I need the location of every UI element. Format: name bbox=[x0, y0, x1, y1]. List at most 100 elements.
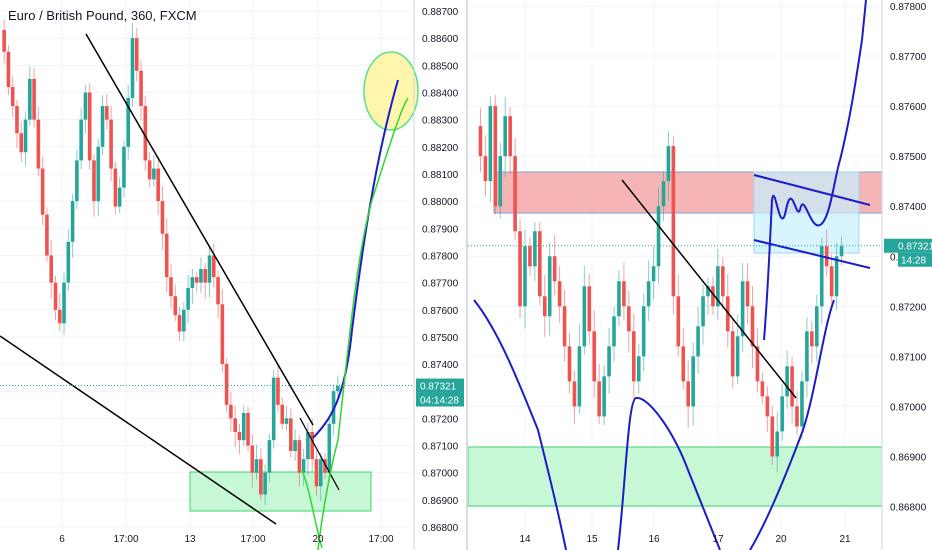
y-tick-label: 0.87200 bbox=[890, 302, 927, 313]
candle-body bbox=[220, 304, 225, 365]
candle-body bbox=[577, 346, 582, 407]
candle-body bbox=[177, 315, 182, 332]
candle-body bbox=[284, 418, 289, 424]
pane-divider[interactable] bbox=[466, 0, 468, 550]
y-tick-label: 0.88600 bbox=[422, 34, 459, 45]
grid bbox=[0, 0, 412, 528]
candle-body bbox=[156, 168, 160, 202]
candle-body bbox=[582, 286, 587, 347]
candle-body bbox=[602, 376, 606, 417]
candle-body bbox=[314, 459, 319, 487]
candle-body bbox=[327, 423, 332, 473]
candle-body bbox=[28, 78, 32, 120]
countdown-label-bg bbox=[416, 392, 464, 407]
candle-body bbox=[207, 255, 212, 283]
candle-body bbox=[755, 346, 760, 382]
candle-body bbox=[706, 286, 710, 297]
candle-body bbox=[740, 281, 745, 337]
candle-body bbox=[113, 168, 118, 207]
candle-body bbox=[66, 241, 71, 283]
x-tick-label: 15 bbox=[586, 534, 598, 545]
x-tick-label: 14 bbox=[519, 534, 531, 545]
right-chart[interactable]: 0.87800 0.87700 0.87600 0.87500 0.87400 0.873… bbox=[468, 0, 932, 550]
candle-body bbox=[23, 119, 28, 153]
candle-body bbox=[780, 396, 784, 432]
candle-body bbox=[656, 206, 661, 267]
candle-body bbox=[661, 181, 666, 207]
candle-body bbox=[785, 366, 789, 397]
candle-body bbox=[276, 377, 280, 405]
pullback-line bbox=[299, 417, 340, 491]
candle-body bbox=[259, 459, 263, 495]
x-tick-label: 17 bbox=[712, 534, 724, 545]
candle-body bbox=[533, 231, 537, 267]
y-tick-label: 0.86900 bbox=[422, 496, 459, 507]
channel-upper-line bbox=[753, 174, 871, 206]
candle-body bbox=[237, 431, 242, 441]
candle-body bbox=[557, 281, 562, 307]
y-tick-label: 0.87700 bbox=[890, 52, 927, 63]
candle-body bbox=[716, 266, 720, 307]
y-tick-label: 0.88500 bbox=[422, 61, 459, 72]
left-chart-pane[interactable]: 0.88700 0.88600 0.88500 0.88400 0.88300 0.882… bbox=[0, 0, 468, 550]
candle-body bbox=[795, 406, 799, 427]
middle-arc-curve bbox=[617, 397, 721, 550]
candle-body bbox=[182, 309, 186, 332]
candle-body bbox=[100, 106, 105, 147]
candle-body bbox=[765, 396, 770, 417]
candle-body bbox=[32, 78, 36, 120]
candle-body bbox=[770, 416, 775, 457]
price-label: 0.87321 bbox=[898, 242, 932, 253]
y-tick-label: 0.87400 bbox=[890, 202, 927, 213]
countdown-label-bg bbox=[898, 252, 932, 267]
candle-body bbox=[271, 377, 276, 441]
chart-title: Euro / British Pound, 360, FXCM bbox=[6, 8, 199, 23]
candle-body bbox=[246, 412, 250, 446]
price-axis: 0.88700 0.88600 0.88500 0.88400 0.88300 0.882… bbox=[413, 0, 459, 550]
candle-body bbox=[241, 412, 246, 441]
candle-body bbox=[824, 246, 829, 267]
candle-body bbox=[6, 51, 11, 88]
candle-body bbox=[725, 296, 730, 332]
y-tick-label: 0.87500 bbox=[422, 333, 459, 344]
candle-body bbox=[622, 281, 626, 307]
candle-body bbox=[96, 146, 101, 202]
candle-body bbox=[503, 116, 508, 157]
candle-body bbox=[318, 459, 323, 487]
x-tick-label: 20 bbox=[312, 534, 324, 545]
candle-body bbox=[636, 356, 641, 382]
candle-body bbox=[750, 306, 755, 347]
candle-body bbox=[310, 431, 314, 460]
x-tick-label: 13 bbox=[184, 534, 196, 545]
candle-body bbox=[745, 281, 750, 307]
candle-body bbox=[186, 288, 190, 310]
zones bbox=[189, 51, 419, 512]
candle-body bbox=[173, 296, 178, 316]
time-axis: 6 17:00 13 17:00 20 17:00 bbox=[59, 534, 394, 545]
y-tick-label: 0.87500 bbox=[890, 152, 927, 163]
candle-body bbox=[57, 309, 62, 324]
candle-body bbox=[293, 440, 297, 451]
price-label-bg bbox=[416, 378, 464, 393]
candle-body bbox=[805, 331, 809, 382]
y-tick-label: 0.87600 bbox=[890, 102, 927, 113]
candle-body bbox=[538, 231, 542, 297]
downtrend-line bbox=[621, 179, 797, 399]
x-tick-label: 20 bbox=[775, 534, 787, 545]
candle-body bbox=[488, 106, 493, 182]
candle-body bbox=[666, 146, 671, 182]
candle-body bbox=[829, 266, 834, 297]
breakout-projection-curve bbox=[763, 0, 867, 341]
candle-body bbox=[587, 286, 592, 332]
candle-body bbox=[130, 38, 135, 98]
price-label-bg bbox=[884, 238, 932, 253]
y-tick-label: 0.87100 bbox=[422, 442, 459, 453]
price-labels: 0.87321 04:14:28 bbox=[416, 378, 464, 407]
drawings bbox=[468, 0, 880, 550]
candle-body bbox=[40, 168, 45, 215]
left-chart[interactable]: 0.88700 0.88600 0.88500 0.88400 0.88300 0.882… bbox=[0, 0, 468, 550]
right-chart-pane[interactable]: 0.87800 0.87700 0.87600 0.87500 0.87400 0.873… bbox=[468, 0, 932, 550]
candle-body bbox=[211, 255, 216, 278]
candle-body bbox=[547, 256, 552, 317]
candle-body bbox=[83, 92, 88, 120]
